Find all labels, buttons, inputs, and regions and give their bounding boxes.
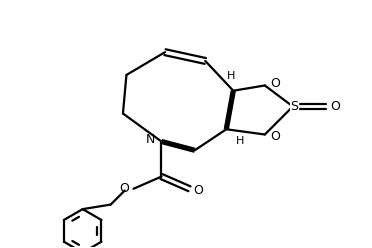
Text: S: S <box>291 100 299 113</box>
Text: O: O <box>119 182 129 195</box>
Text: O: O <box>270 130 280 143</box>
Text: H: H <box>236 136 244 146</box>
Text: H: H <box>227 71 236 81</box>
Text: O: O <box>194 184 203 197</box>
Text: N: N <box>146 133 155 146</box>
Text: O: O <box>330 100 340 113</box>
Text: O: O <box>270 77 280 90</box>
